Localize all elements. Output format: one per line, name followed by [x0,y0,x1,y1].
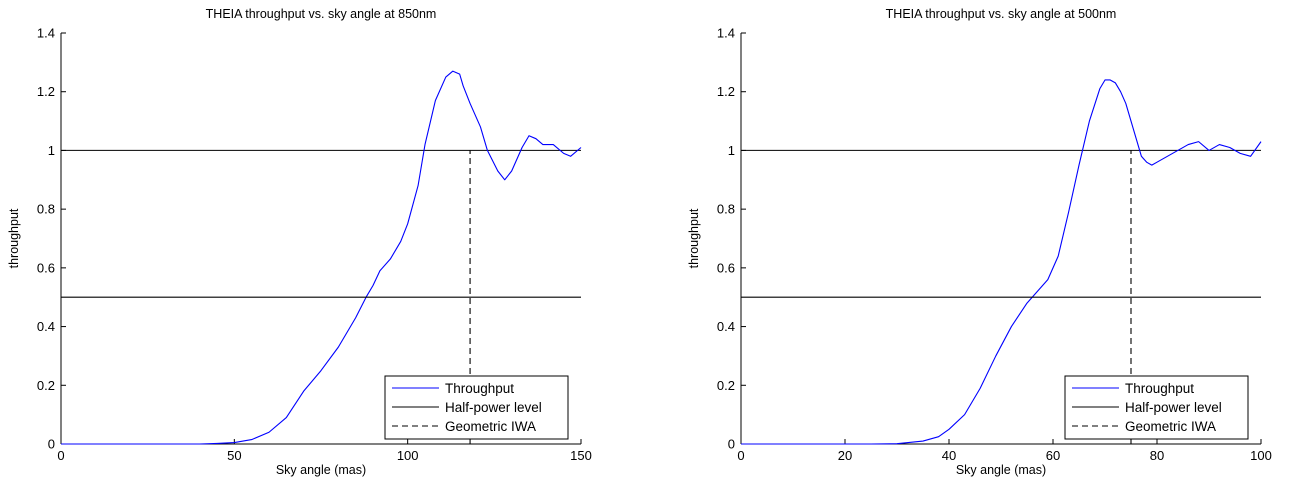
y-tick-label: 0.2 [717,378,735,393]
y-tick-label: 1.4 [37,26,55,41]
y-tick-label: 0.6 [717,260,735,275]
legend-label: Geometric IWA [1125,419,1216,434]
y-tick-label: 1 [48,143,55,158]
chart-title: THEIA throughput vs. sky angle at 850nm [206,7,437,21]
y-tick-label: 0.6 [37,260,55,275]
legend-label: Throughput [445,381,514,396]
legend-label: Half-power level [445,400,542,415]
x-tick-label: 20 [838,448,852,463]
y-tick-label: 0.8 [717,202,735,217]
x-tick-label: 0 [57,448,64,463]
x-axis-label: Sky angle (mas) [956,463,1046,477]
y-tick-label: 1.2 [717,84,735,99]
y-tick-label: 0 [48,437,55,452]
x-axis-label: Sky angle (mas) [276,463,366,477]
y-tick-label: 0.4 [717,319,735,334]
x-tick-label: 40 [942,448,956,463]
legend-label: Half-power level [1125,400,1222,415]
y-tick-label: 0.8 [37,202,55,217]
x-tick-label: 100 [397,448,419,463]
y-axis-label: throughput [7,208,21,268]
x-tick-label: 150 [570,448,592,463]
x-tick-label: 0 [737,448,744,463]
series-throughput [741,79,1262,445]
legend-label: Geometric IWA [445,419,536,434]
x-tick-label: 50 [227,448,241,463]
legend: Throughput Half-power level Geometric IWA [384,375,569,440]
y-tick-label: 1.4 [717,26,735,41]
legend: Throughput Half-power level Geometric IWA [1064,375,1249,440]
y-tick-label: 1 [728,143,735,158]
legend-label: Throughput [1125,381,1194,396]
chart-title: THEIA throughput vs. sky angle at 500nm [886,7,1117,21]
chart-1: 0 20 40 60 80 100 0 0.2 0.4 0.6 0.8 1 1.2 1.4 THEIA th… [687,7,1272,477]
series-throughput [61,70,582,445]
x-tick-label: 100 [1250,448,1272,463]
y-tick-label: 0.4 [37,319,55,334]
x-tick-label: 60 [1046,448,1060,463]
y-axis-label: throughput [687,208,701,268]
y-tick-label: 0 [728,437,735,452]
chart-0: 0 50 100 150 0 0.2 0.4 0.6 0.8 1 1.2 1.4 THEIA throu… [7,7,592,477]
y-tick-label: 1.2 [37,84,55,99]
x-tick-label: 80 [1150,448,1164,463]
y-tick-label: 0.2 [37,378,55,393]
